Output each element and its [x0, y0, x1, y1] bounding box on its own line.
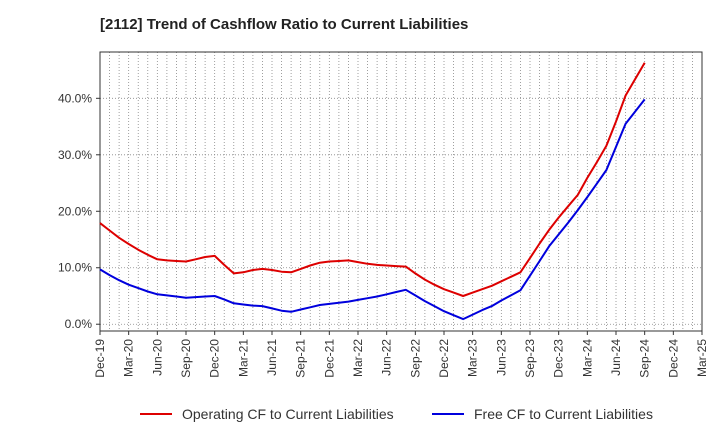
legend-label: Free CF to Current Liabilities [474, 406, 653, 422]
y-axis: 0.0% 10.0% 20.0% 30.0% 40.0% [58, 91, 100, 331]
y-tick-label: 40.0% [58, 91, 92, 105]
x-tick-label: Sep-24 [638, 339, 652, 378]
x-tick-label: Sep-20 [179, 339, 193, 378]
x-tick-label: Dec-20 [208, 339, 222, 378]
y-tick-label: 30.0% [58, 148, 92, 162]
x-tick-label: Sep-23 [523, 339, 537, 378]
chart-title: [2112] Trend of Cashflow Ratio to Curren… [100, 16, 469, 33]
plot-area-frame [99, 51, 703, 332]
x-tick-label: Dec-24 [666, 339, 680, 378]
x-tick-label: Mar-22 [351, 339, 365, 377]
grid-layer [100, 52, 702, 331]
series-line-operating-cf [99, 62, 646, 297]
series-layer [99, 62, 646, 321]
x-tick-label: Jun-22 [380, 339, 394, 376]
x-tick-label: Mar-21 [236, 339, 250, 377]
x-tick-label: Dec-19 [93, 339, 107, 378]
x-tick-label: Dec-22 [437, 339, 451, 378]
x-tick-label: Jun-21 [265, 339, 279, 376]
legend-label: Operating CF to Current Liabilities [182, 406, 394, 422]
y-tick-label: 0.0% [65, 317, 93, 331]
x-tick-label: Mar-23 [466, 339, 480, 377]
x-tick-label: Sep-21 [294, 339, 308, 378]
y-tick-label: 20.0% [58, 204, 92, 218]
x-tick-label: Mar-24 [580, 339, 594, 377]
legend: Operating CF to Current Liabilities Free … [140, 406, 653, 422]
y-tick-label: 10.0% [58, 261, 92, 275]
x-tick-label: Jun-24 [609, 339, 623, 376]
series-line-free-cf [99, 98, 646, 321]
x-tick-label: Jun-23 [494, 339, 508, 376]
x-tick-label: Mar-25 [695, 339, 709, 377]
x-tick-label: Jun-20 [150, 339, 164, 376]
x-tick-label: Sep-22 [408, 339, 422, 378]
x-tick-label: Dec-21 [322, 339, 336, 378]
x-tick-label: Dec-23 [552, 339, 566, 378]
x-tick-label: Mar-20 [122, 339, 136, 377]
x-axis: Dec-19 Mar-20 Jun-20 Sep-20 Dec-20 Mar-21 Jun-… [93, 331, 709, 378]
